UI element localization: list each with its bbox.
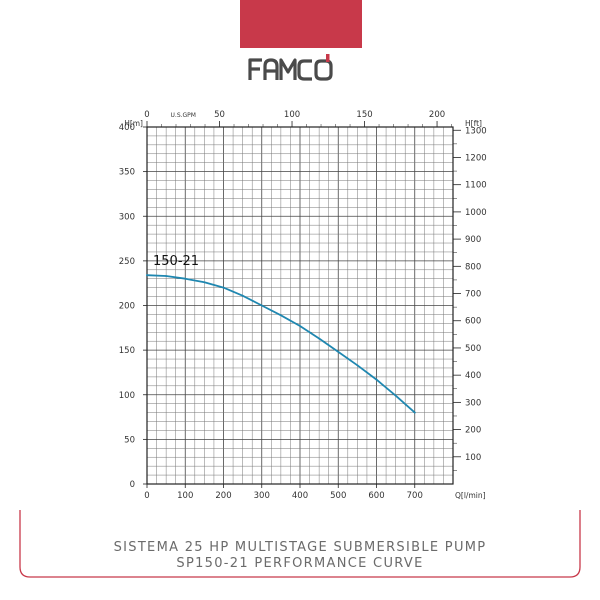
y-tick-label: 100	[119, 391, 135, 401]
y2-tick-label: 700	[465, 290, 481, 300]
data-point	[146, 274, 148, 277]
data-point	[165, 275, 168, 277]
y-tick-label: 400	[119, 123, 135, 133]
data-point	[394, 394, 397, 397]
data-point	[299, 325, 301, 327]
y2-tick-label: 600	[465, 317, 481, 327]
y2-tick-label: 900	[465, 235, 481, 245]
brand-accent-band	[240, 0, 362, 48]
y-tick-label: 50	[124, 435, 135, 445]
x2-tick-label: 0	[144, 110, 149, 120]
famco-logo	[248, 54, 333, 81]
y-tick-label: 200	[119, 302, 135, 312]
y-tick-label: 300	[119, 212, 135, 222]
caption-line-1: SISTEMA 25 HP MULTISTAGE SUBMERSIBLE PUM…	[113, 540, 487, 555]
x-axis-label: Q[l/min]	[455, 491, 486, 500]
x-tick-label: 700	[407, 491, 423, 501]
chart-ticks: 0 100 200 300 400 500 600 700 Q[l/min]0501001502…	[119, 110, 487, 501]
x2-tick-label: 50	[214, 110, 225, 120]
x2-tick-label: 150	[356, 110, 372, 120]
y2-tick-label: 1300	[465, 126, 487, 136]
data-point	[279, 314, 282, 317]
x-tick-label: 600	[368, 491, 384, 501]
data-point	[375, 378, 378, 381]
data-point	[184, 277, 187, 280]
x-tick-label: 300	[254, 491, 270, 501]
x2-tick-label: 200	[429, 110, 445, 120]
caption-line-2: SP150-21 PERFORMANCE CURVE	[176, 556, 424, 571]
x-tick-label: 0	[144, 491, 149, 501]
x-tick-label: 400	[292, 491, 308, 501]
y-tick-label: 350	[119, 168, 135, 178]
y-tick-label: 0	[130, 480, 135, 490]
data-point	[318, 337, 321, 340]
chart-grid	[147, 127, 453, 484]
y2-tick-label: 500	[465, 344, 481, 354]
chart-series: 150-21	[146, 254, 416, 414]
x2-axis-label: U.S.GPM	[171, 112, 196, 119]
y2-axis-label: H[ft]	[465, 119, 482, 128]
x-tick-label: 200	[215, 491, 231, 501]
x-tick-label: 100	[177, 491, 193, 501]
y-tick-label: 250	[119, 257, 135, 267]
y2-tick-label: 1200	[465, 153, 487, 163]
x2-tick-label: 100	[284, 110, 300, 120]
data-point	[222, 286, 225, 289]
data-point	[203, 281, 206, 284]
y-axis-label: H[m]	[124, 119, 143, 128]
x-tick-label: 500	[330, 491, 346, 501]
data-point	[356, 364, 359, 367]
data-point	[337, 351, 340, 353]
y-tick-label: 150	[119, 346, 135, 356]
y2-tick-label: 1000	[465, 208, 487, 218]
y2-tick-label: 300	[465, 398, 481, 408]
y2-tick-label: 400	[465, 371, 481, 381]
y2-tick-label: 100	[465, 453, 481, 463]
y2-tick-label: 1100	[465, 181, 487, 191]
series-label: 150-21	[153, 254, 199, 269]
data-point	[260, 304, 263, 307]
data-point	[413, 411, 416, 414]
y2-tick-label: 800	[465, 262, 481, 272]
data-point	[241, 294, 244, 297]
y2-tick-label: 200	[465, 426, 481, 436]
